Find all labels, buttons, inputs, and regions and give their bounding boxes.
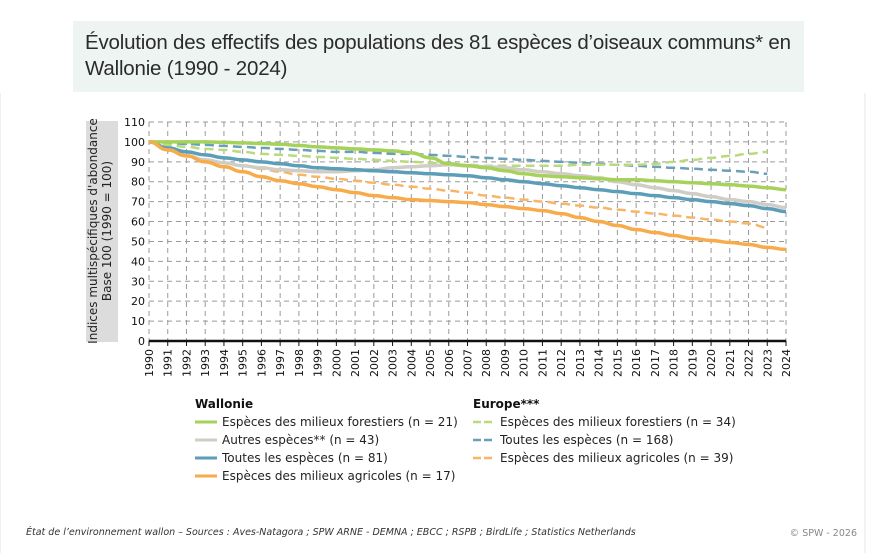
- x-tick-label: 2003: [387, 349, 400, 377]
- x-tick-label: 2010: [518, 349, 531, 377]
- y-tick-label: 20: [131, 295, 145, 308]
- chart-title-line2: Wallonie (1990 - 2024): [85, 57, 288, 80]
- y-tick-label: 80: [131, 176, 145, 189]
- x-tick-label: 2016: [630, 349, 643, 377]
- x-tick-label: 2011: [536, 349, 549, 377]
- chart-title: Évolution des effectifs des populations …: [85, 30, 792, 82]
- x-tick-label: 1997: [274, 349, 287, 377]
- y-tick-label: 110: [124, 116, 145, 129]
- x-tick-label: 1995: [237, 349, 250, 377]
- legend-label: Espèces des milieux agricoles (n = 17): [222, 469, 455, 483]
- series-line-wallonie-3: [148, 140, 787, 252]
- x-tick-label: 2006: [443, 349, 456, 377]
- legend-group-title: Wallonie: [195, 397, 253, 411]
- series-line-wallonie-0: [149, 140, 787, 192]
- y-axis-title-line1: Indices multispécifiques d'abondance: [86, 118, 100, 344]
- x-tick-label: 1994: [218, 349, 231, 377]
- x-tick-label: 2000: [330, 349, 343, 377]
- x-tick-label: 2019: [686, 349, 699, 377]
- x-tick-label: 2001: [349, 349, 362, 377]
- x-tick-label: 2021: [724, 349, 737, 377]
- source-note: État de l’environnement wallon – Sources…: [26, 527, 636, 538]
- y-tick-label: 50: [131, 235, 145, 248]
- chart-title-line1: Évolution des effectifs des populations …: [85, 31, 791, 54]
- x-tick-label: 2023: [761, 349, 774, 377]
- series-line-europe-6: [148, 140, 768, 229]
- x-tick-label: 1998: [293, 349, 306, 377]
- y-tick-label: 0: [138, 335, 145, 348]
- x-tick-label: 2004: [405, 349, 418, 377]
- x-tick-label: 2007: [462, 349, 475, 377]
- x-tick-label: 2018: [668, 349, 681, 377]
- copyright: © SPW - 2026: [789, 528, 857, 539]
- x-tick-label: 2005: [424, 349, 437, 377]
- x-tick-label: 1991: [162, 349, 175, 377]
- legend-label: Espèces des milieux forestiers (n = 21): [222, 415, 458, 429]
- x-tick-label: 2002: [368, 349, 381, 377]
- legend-label: Espèces des milieux forestiers (n = 34): [500, 415, 736, 429]
- y-tick-label: 30: [131, 275, 145, 288]
- x-tick-label: 2012: [555, 349, 568, 377]
- series-lines: [148, 140, 787, 252]
- legend-label: Espèces des milieux agricoles (n = 39): [500, 451, 733, 465]
- y-tick-label: 60: [131, 216, 145, 229]
- grid: [148, 121, 787, 341]
- legend: Wallonie Espèces des milieux forestiers (…: [195, 397, 736, 483]
- chart-frame: [0, 93, 866, 553]
- x-tick-label: 2015: [611, 349, 624, 377]
- x-tick-label: 1999: [312, 349, 325, 377]
- x-tick-label: 2022: [743, 349, 756, 377]
- y-axis-title-line2: Base 100 (1990 = 100): [100, 161, 114, 301]
- x-axis-ticks: 1990 1991 1992 1993 1994 1995 1996 1997 1998 1999…: [143, 341, 793, 377]
- x-tick-label: 1993: [199, 349, 212, 377]
- x-tick-label: 2008: [480, 349, 493, 377]
- legend-group-title: Europe***: [473, 397, 540, 411]
- y-tick-label: 70: [131, 196, 145, 209]
- series-line-europe-5: [148, 140, 768, 176]
- y-tick-label: 90: [131, 156, 145, 169]
- y-tick-label: 10: [131, 315, 145, 328]
- x-tick-label: 2017: [649, 349, 662, 377]
- legend-label: Autres espèces** (n = 43): [222, 433, 379, 447]
- y-axis-title-background: [86, 121, 118, 342]
- y-tick-label: 40: [131, 255, 145, 268]
- x-tick-label: 2013: [574, 349, 587, 377]
- x-tick-label: 1996: [255, 349, 268, 377]
- x-tick-label: 2009: [499, 349, 512, 377]
- legend-label: Toutes les espèces (n = 81): [221, 451, 388, 465]
- legend-label: Toutes les espèces (n = 168): [499, 433, 673, 447]
- series-line-wallonie-2: [148, 140, 787, 214]
- x-tick-label: 2014: [593, 349, 606, 377]
- y-axis-ticks: 0 10 20 30 40 50 60 70 80 90 100 110: [124, 116, 145, 348]
- title-box: Évolution des effectifs des populations …: [73, 21, 804, 92]
- x-tick-label: 2020: [705, 349, 718, 377]
- y-tick-label: 100: [124, 136, 145, 149]
- x-tick-label: 2024: [780, 349, 793, 377]
- x-tick-label: 1990: [143, 349, 156, 377]
- x-tick-label: 1992: [180, 349, 193, 377]
